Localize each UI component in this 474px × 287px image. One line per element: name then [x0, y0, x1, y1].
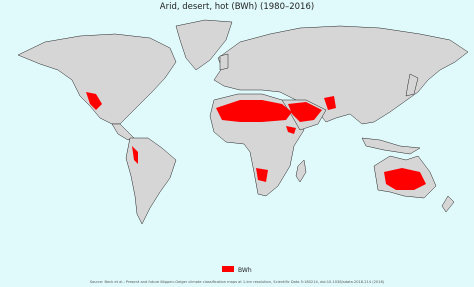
bwh-region	[256, 168, 268, 182]
madagascar	[295, 159, 307, 183]
bwh-region	[286, 126, 296, 134]
source: Source: Beck et al.: Present and future …	[90, 280, 385, 284]
bwh-region	[384, 168, 426, 190]
eurasia	[213, 25, 469, 125]
bwh-region	[216, 100, 292, 122]
new-zealand	[441, 195, 455, 213]
bwh-region	[86, 92, 102, 110]
legend-label: BWh	[238, 267, 252, 274]
british-isles	[219, 53, 229, 71]
greenland	[175, 19, 233, 71]
legend-swatch	[222, 266, 234, 272]
legend: BWh	[222, 266, 252, 274]
bwh-region	[132, 146, 138, 164]
bwh-region	[288, 102, 322, 122]
japan	[405, 73, 419, 97]
bwh-region	[324, 96, 336, 110]
land	[17, 19, 469, 225]
south-america	[125, 137, 177, 225]
bwh-regions	[86, 92, 426, 190]
indonesia	[361, 137, 421, 155]
map-title: Arid, desert, hot (BWh) (1980–2016)	[160, 2, 314, 12]
north-america	[17, 33, 177, 125]
